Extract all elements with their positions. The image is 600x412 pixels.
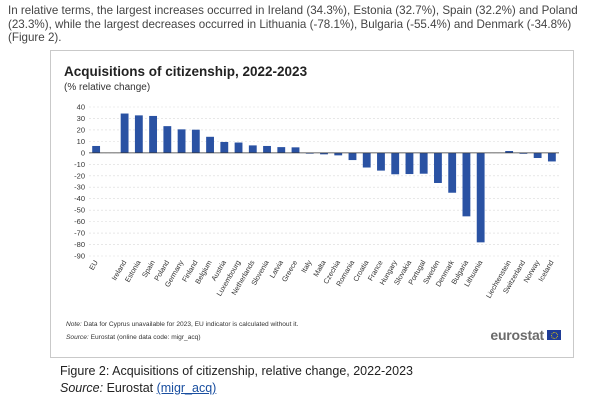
bar	[291, 147, 300, 153]
bar	[191, 129, 200, 153]
bar	[419, 152, 428, 174]
bar	[163, 126, 172, 153]
figure-source-label: Source:	[60, 381, 104, 395]
y-tick-label: 40	[77, 103, 85, 112]
chart-source-text: Eurostat (online data code: migr_acq)	[88, 334, 201, 341]
bar	[519, 152, 528, 154]
y-tick-label: -60	[74, 217, 85, 226]
y-tick-label: -70	[74, 229, 85, 238]
eurostat-logo: eurostat	[490, 327, 561, 343]
bar	[362, 152, 371, 168]
bar	[220, 141, 229, 153]
bar	[547, 152, 556, 162]
y-tick-label: 0	[81, 148, 85, 157]
note-label: Note:	[66, 321, 82, 328]
y-tick-label: 30	[77, 114, 85, 123]
x-tick-label: EU	[87, 259, 100, 272]
y-tick-label: -40	[74, 194, 85, 203]
chart-title: Acquisitions of citizenship, 2022-2023	[64, 64, 308, 79]
bar	[448, 152, 457, 193]
bar	[533, 152, 542, 159]
bar	[334, 152, 343, 156]
eurostat-logo-text: eurostat	[490, 327, 544, 343]
y-tick-label: -50	[74, 206, 85, 215]
y-tick-label: 10	[77, 137, 85, 146]
y-tick-label: -90	[74, 252, 85, 261]
bar	[505, 151, 514, 153]
figure-source: Source: Eurostat (migr_acq)	[60, 381, 216, 395]
bar	[234, 142, 243, 153]
chart-frame: Acquisitions of citizenship, 2022-2023 (…	[50, 50, 574, 358]
migr-acq-link[interactable]: (migr_acq)	[156, 381, 217, 395]
figure-source-prefix: Eurostat	[103, 381, 157, 395]
y-tick-label: -10	[74, 160, 85, 169]
chart-source-label: Source:	[66, 334, 89, 341]
chart-source: Source: Eurostat (online data code: migr…	[66, 334, 201, 341]
intro-paragraph: In relative terms, the largest increases…	[8, 4, 578, 44]
bar	[134, 115, 143, 153]
bar	[206, 136, 214, 153]
bar	[462, 152, 471, 217]
bar	[92, 145, 101, 153]
bar	[177, 129, 186, 153]
bar	[149, 115, 158, 153]
eu-flag-icon	[547, 330, 561, 340]
bar	[320, 152, 328, 155]
bar	[277, 147, 286, 153]
bar	[263, 145, 271, 153]
y-tick-label: -30	[74, 183, 85, 192]
bar	[248, 145, 257, 153]
bar	[405, 152, 414, 175]
chart-note: Note: Data for Cyprus unavailable for 20…	[66, 321, 298, 328]
y-tick-label: -80	[74, 240, 85, 249]
bar	[434, 152, 442, 183]
bar	[476, 152, 485, 243]
figure-caption: Figure 2: Acquisitions of citizenship, r…	[60, 364, 413, 378]
chart-subtitle: (% relative change)	[64, 82, 151, 93]
y-tick-label: 20	[77, 125, 85, 134]
bar	[120, 113, 129, 153]
bar	[348, 152, 357, 161]
bar	[391, 152, 400, 175]
note-text: Data for Cyprus unavailable for 2023, EU…	[81, 321, 299, 328]
bar	[377, 152, 385, 171]
y-tick-label: -20	[74, 171, 85, 180]
